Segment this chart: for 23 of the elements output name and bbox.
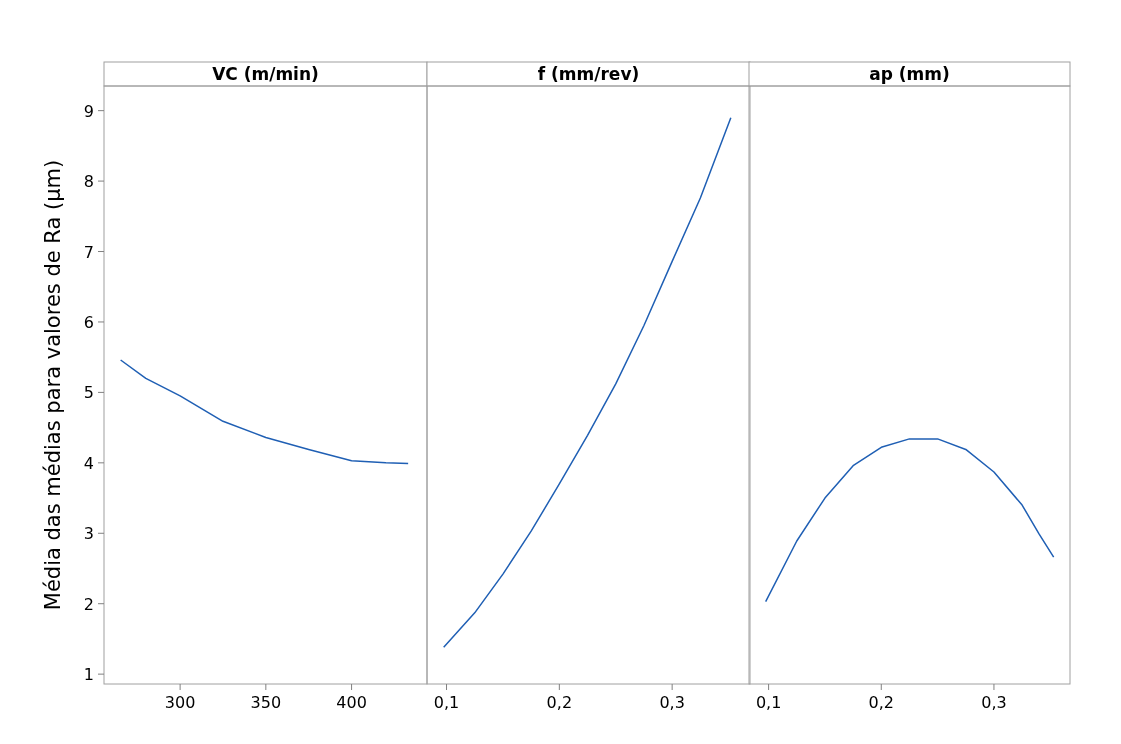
x-tick-label: 350	[250, 693, 282, 712]
y-tick-label: 3	[83, 524, 94, 544]
chart-title: f (mm/rev)	[537, 64, 640, 84]
y-tick-label: 8	[83, 172, 94, 192]
y-tick-label: 9	[83, 101, 94, 121]
y-tick-label: 1	[83, 665, 94, 685]
y-axis-title: Média das médias para valores de Ra (µm)	[41, 159, 65, 611]
x-tick-label: 0,1	[755, 693, 782, 712]
x-tick-label: 0,2	[546, 693, 573, 712]
chart-title: ap (mm)	[869, 64, 950, 84]
line-series	[119, 359, 409, 465]
y-tick-label: 7	[83, 242, 94, 262]
x-tick-label: 300	[164, 693, 196, 712]
y-tick-label: 5	[83, 383, 94, 403]
chart-title: VC (m/min)	[212, 64, 319, 84]
y-tick-label: 6	[83, 312, 94, 332]
x-tick-label: 0,3	[659, 693, 685, 712]
y-tick-label: 2	[83, 594, 94, 614]
x-tick-label: 0,3	[981, 693, 1007, 712]
y-tick-label: 4	[83, 453, 94, 473]
x-tick-label: 0,2	[868, 693, 894, 712]
x-tick-label: 400	[336, 693, 367, 712]
x-tick-label: 0,1	[433, 693, 460, 712]
